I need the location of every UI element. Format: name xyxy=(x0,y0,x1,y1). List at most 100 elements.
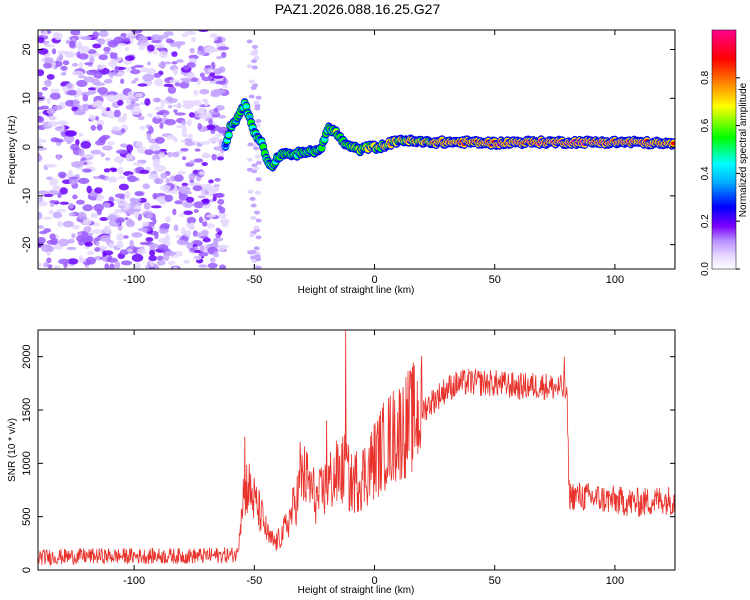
heatmap-noise-cell xyxy=(63,134,75,143)
heatmap-noise-cell xyxy=(38,262,42,268)
heatmap-noise-cell xyxy=(85,256,97,265)
heatmap-noise-cell xyxy=(254,210,260,215)
heatmap-noise-cell xyxy=(198,264,208,268)
y-tick-label: 500 xyxy=(21,507,33,525)
heatmap-noise-cell xyxy=(189,47,195,54)
heatmap-noise-cell xyxy=(118,183,129,191)
heatmap-noise-cell xyxy=(197,195,206,199)
heatmap-noise-cell xyxy=(55,208,67,213)
heatmap-noise-cell xyxy=(142,183,150,190)
heatmap-noise-cell xyxy=(132,162,144,166)
heatmap-noise-cell xyxy=(71,62,79,67)
heatmap-noise-cell xyxy=(125,153,133,161)
y-tick-label: 0 xyxy=(21,567,33,573)
heatmap-noise-cell xyxy=(119,143,129,148)
heatmap-noise-cell xyxy=(113,156,125,163)
heatmap-noise-cell xyxy=(46,74,55,80)
heatmap-noise-cell xyxy=(171,61,178,65)
heatmap-noise-cell xyxy=(182,201,194,209)
heatmap-noise-cell xyxy=(115,217,125,224)
heatmap-noise-cell xyxy=(71,70,84,76)
heatmap-noise-cell xyxy=(178,193,189,201)
heatmap-noise-cell xyxy=(68,212,76,217)
heatmap-noise-cell xyxy=(188,112,195,118)
heatmap-noise-cell xyxy=(175,125,187,129)
heatmap-noise-cell xyxy=(252,49,259,54)
heatmap-noise-cell xyxy=(252,44,258,49)
heatmap-noise-cell xyxy=(92,175,101,180)
heatmap-noise-cell xyxy=(186,196,195,203)
heatmap-noise-cell xyxy=(82,168,92,173)
heatmap-noise-cell xyxy=(104,263,109,269)
heatmap-noise-cell xyxy=(159,34,169,39)
heatmap-noise-cell xyxy=(107,242,115,249)
heatmap-noise-cell xyxy=(250,215,257,220)
heatmap-noise-cell xyxy=(149,249,156,257)
heatmap-noise-cell xyxy=(254,106,261,111)
heatmap-noise-cell xyxy=(129,208,142,212)
heatmap-noise-cell xyxy=(38,142,42,147)
heatmap-noise-cell xyxy=(134,191,144,196)
heatmap-noise-cell xyxy=(248,94,255,99)
heatmap-noise-cell xyxy=(60,124,65,132)
heatmap-noise-cell xyxy=(83,76,95,83)
heatmap-noise-cell xyxy=(206,223,215,229)
heatmap-noise-cell xyxy=(205,65,212,69)
heatmap-noise-cell xyxy=(103,79,113,84)
heatmap-noise-cell xyxy=(131,80,137,84)
heatmap-noise-cell xyxy=(143,202,151,210)
heatmap-noise-cell xyxy=(96,197,102,202)
heatmap-noise-cell xyxy=(99,136,108,141)
heatmap-noise-cell xyxy=(107,141,115,146)
heatmap-noise-cell xyxy=(201,76,212,82)
heatmap-noise-cell xyxy=(159,200,166,205)
heatmap-noise-cell xyxy=(164,119,176,126)
heatmap-noise-cell xyxy=(214,192,225,198)
heatmap-noise-cell xyxy=(206,214,216,218)
heatmap-noise-cell xyxy=(167,85,177,94)
heatmap-noise-cell xyxy=(98,174,106,180)
heatmap-noise-cell xyxy=(94,187,103,194)
heatmap-noise-cell xyxy=(82,94,89,102)
heatmap-noise-cell xyxy=(201,162,208,166)
heatmap-noise-cell xyxy=(88,114,96,121)
x-tick-label: -50 xyxy=(246,575,262,587)
heatmap-noise-cell xyxy=(71,161,84,168)
heatmap-noise-cell xyxy=(73,110,86,116)
heatmap-noise-cell xyxy=(253,55,260,60)
heatmap-ridge-cell xyxy=(260,144,267,149)
heatmap-noise-cell xyxy=(106,257,118,263)
heatmap-noise-cell xyxy=(198,216,203,224)
heatmap-noise-cell xyxy=(186,72,196,79)
heatmap-noise-cell xyxy=(173,224,179,232)
heatmap-noise-cell xyxy=(211,136,220,142)
heatmap-noise-cell xyxy=(255,119,262,123)
heatmap-noise-cell xyxy=(179,213,184,218)
heatmap-ridge-cell xyxy=(670,141,675,146)
heatmap-noise-cell xyxy=(126,98,132,106)
heatmap-noise-cell xyxy=(56,120,69,126)
heatmap-noise-cell xyxy=(176,59,184,63)
heatmap-noise-cell xyxy=(191,101,202,106)
heatmap-noise-cell xyxy=(121,260,132,266)
heatmap-noise-cell xyxy=(186,118,192,127)
heatmap-noise-cell xyxy=(174,200,184,205)
heatmap-noise-cell xyxy=(214,186,220,192)
heatmap-noise-cell xyxy=(116,233,124,241)
heatmap-noise-cell xyxy=(77,211,87,220)
heatmap-noise-cell xyxy=(215,133,224,137)
heatmap-noise-cell xyxy=(247,157,253,162)
heatmap-noise-cell xyxy=(178,185,191,193)
heatmap-noise-cell xyxy=(192,230,198,237)
heatmap-noise-cell xyxy=(95,38,102,42)
heatmap-noise-cell xyxy=(156,260,166,266)
heatmap-noise-cell xyxy=(213,107,219,113)
heatmap-noise-cell xyxy=(90,124,97,131)
heatmap-noise-cell xyxy=(151,40,162,44)
colorbar-tick-label: 0.4 xyxy=(700,166,711,180)
heatmap-noise-cell xyxy=(68,202,74,210)
heatmap-noise-cell xyxy=(212,196,217,202)
heatmap-noise-cell xyxy=(174,174,184,182)
heatmap-noise-cell xyxy=(152,218,157,225)
heatmap-noise-cell xyxy=(44,79,52,87)
